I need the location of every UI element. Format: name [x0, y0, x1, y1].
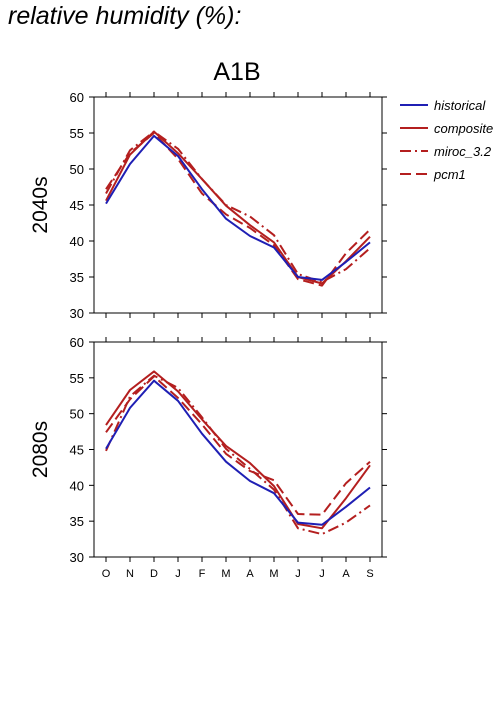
y-tick-label: 30 — [70, 550, 84, 565]
x-tick-label: D — [150, 568, 158, 580]
y-tick-label: 60 — [70, 90, 84, 105]
x-tick-label: J — [175, 568, 181, 580]
page-title: relative humidity (%): — [8, 2, 242, 30]
legend-label: composite — [434, 121, 493, 136]
legend-label: miroc_3.2 — [434, 144, 492, 159]
x-tick-label: J — [295, 568, 301, 580]
panel-2040s: 30 35 40 45 50 55 60 2040s — [29, 90, 387, 321]
y-tick-label: 45 — [70, 443, 84, 458]
x-tick-label: J — [319, 568, 325, 580]
x-tick-label: M — [269, 568, 278, 580]
plot-frame — [93, 96, 383, 314]
x-tick-label: M — [221, 568, 230, 580]
y-tick-label: 40 — [70, 234, 84, 249]
plot-frame — [93, 341, 383, 558]
y-tick-label: 50 — [70, 407, 84, 422]
series-line-historical — [105, 134, 371, 281]
series-line-miroc-3-2 — [105, 374, 371, 536]
series-line-miroc-3-2 — [105, 130, 371, 283]
y-tick-label: 50 — [70, 162, 84, 177]
legend-label: pcm1 — [433, 167, 466, 182]
y-tick-label: 55 — [70, 371, 84, 386]
x-tick-label: F — [199, 568, 206, 580]
y-tick-label: 35 — [70, 270, 84, 285]
series-line-composite — [105, 370, 371, 530]
series-line-pcm1 — [105, 132, 371, 287]
x-tick-label: S — [366, 568, 373, 580]
x-tick-label: N — [126, 568, 134, 580]
row-label: 2080s — [29, 421, 52, 478]
chart-title: A1B — [213, 58, 260, 86]
row-label: 2040s — [29, 176, 52, 233]
legend-label: historical — [434, 98, 486, 113]
y-tick-label: 55 — [70, 126, 84, 141]
series-line-pcm1 — [105, 375, 371, 516]
y-tick-label: 40 — [70, 478, 84, 493]
series-line-historical — [105, 379, 371, 526]
series-line-composite — [105, 130, 371, 285]
panel-2080s: 30 35 40 45 50 55 60 O N D J F M A M J J A S 2080s — [29, 335, 387, 580]
x-tick-label: A — [342, 568, 350, 580]
legend: historical composite miroc_3.2 pcm1 — [400, 98, 493, 182]
x-tick-label: A — [246, 568, 254, 580]
x-tick-label: O — [102, 568, 111, 580]
y-tick-label: 45 — [70, 198, 84, 213]
y-tick-label: 60 — [70, 335, 84, 350]
y-tick-label: 30 — [70, 306, 84, 321]
y-tick-label: 35 — [70, 514, 84, 529]
